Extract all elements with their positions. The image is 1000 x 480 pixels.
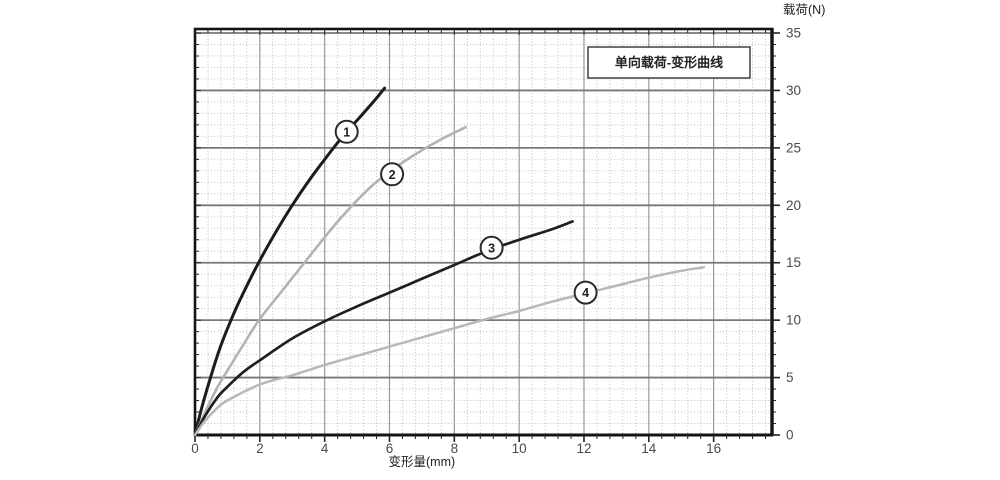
x-tick-label: 2: [256, 441, 264, 456]
y-tick-label: 25: [786, 140, 801, 155]
x-tick-label: 10: [512, 441, 527, 456]
x-tick-label: 6: [386, 441, 394, 456]
curve-1-marker-label: 1: [343, 125, 350, 139]
x-tick-label: 14: [641, 441, 657, 456]
y-tick-label: 30: [786, 83, 801, 98]
y-tick-label: 15: [786, 255, 801, 270]
curve-2: [193, 125, 467, 437]
curve-4-marker: [573, 280, 598, 305]
y-axis-title: 载荷(N): [783, 3, 825, 17]
y-tick-label: 5: [786, 370, 794, 385]
y-tick-label: 0: [786, 428, 794, 443]
x-tick-label: 4: [321, 441, 329, 456]
curve-4: [193, 266, 706, 437]
x-tick-label: 12: [576, 441, 591, 456]
curve-3-marker-label: 3: [488, 241, 495, 255]
y-tick-label: 20: [786, 198, 801, 213]
curve-3: [193, 220, 574, 437]
x-tick-label: 0: [191, 441, 199, 456]
curve-3-marker: [479, 235, 504, 260]
x-axis-title: 变形量(mm): [389, 454, 456, 469]
x-tick-label: 16: [706, 441, 721, 456]
chart-title: 单向载荷-变形曲线: [615, 55, 723, 70]
y-tick-label: 35: [786, 26, 801, 41]
chart-title-box: [587, 46, 751, 79]
y-tick-label: 10: [786, 313, 801, 328]
curve-4-marker-label: 4: [582, 286, 589, 300]
curve-2-marker-label: 2: [389, 168, 396, 182]
curve-1-marker: [334, 119, 359, 144]
curve-1: [193, 86, 387, 437]
x-tick-label: 8: [451, 441, 459, 456]
curve-2-marker: [380, 162, 405, 187]
